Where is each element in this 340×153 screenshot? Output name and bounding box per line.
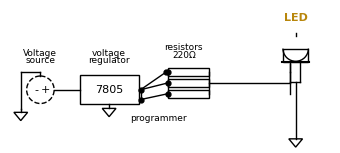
Bar [168,79,209,87]
Text: -: - [34,85,38,95]
Bar [168,90,209,98]
Text: programmer: programmer [130,114,187,123]
Text: 220Ω: 220Ω [172,51,195,60]
Text: Voltage: Voltage [23,49,57,58]
Text: 7805: 7805 [95,85,123,95]
Text: resistors: resistors [165,43,203,52]
Text: voltage: voltage [92,49,126,58]
Bar [283,49,308,62]
Text: regulator: regulator [88,56,130,65]
Bar [80,75,139,104]
Text: LED: LED [284,13,308,23]
Bar [168,68,209,76]
Text: +: + [40,85,50,95]
Text: source: source [26,56,55,65]
